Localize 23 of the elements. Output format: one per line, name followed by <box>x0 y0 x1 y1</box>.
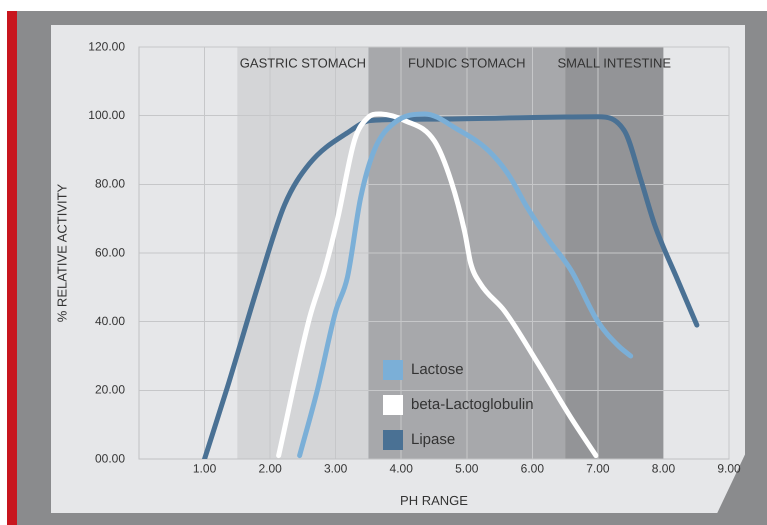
x-tick-label: 4.00 <box>390 462 414 476</box>
x-tick-label: 9.00 <box>717 462 741 476</box>
x-tick-label: 1.00 <box>192 462 217 476</box>
x-tick-label: 6.00 <box>520 462 544 476</box>
y-tick-label: 100.00 <box>88 108 126 122</box>
x-axis-title: PH RANGE <box>400 492 468 508</box>
x-tick-label: 2.00 <box>258 462 282 476</box>
band-label: FUNDIC STOMACH <box>408 56 526 71</box>
legend-label: Lipase <box>411 431 456 448</box>
x-tick-label: 5.00 <box>455 462 479 476</box>
legend-label: Lactose <box>411 361 464 378</box>
x-tick-label: 7.00 <box>586 462 610 476</box>
y-tick-label: 80.00 <box>94 176 126 191</box>
x-tick-label: 8.00 <box>652 462 676 476</box>
y-tick-label: 00.00 <box>94 451 126 466</box>
y-tick-label: 60.00 <box>94 245 126 260</box>
y-tick-label: 20.00 <box>94 382 126 397</box>
y-axis-title: % RELATIVE ACTIVITY <box>54 183 70 322</box>
y-tick-label: 120.00 <box>88 39 126 54</box>
x-tick-label: 3.00 <box>324 462 348 476</box>
legend-label: beta-Lactoglobulin <box>411 396 534 413</box>
band-label: GASTRIC STOMACH <box>240 56 366 71</box>
y-tick-label: 40.00 <box>94 314 126 328</box>
